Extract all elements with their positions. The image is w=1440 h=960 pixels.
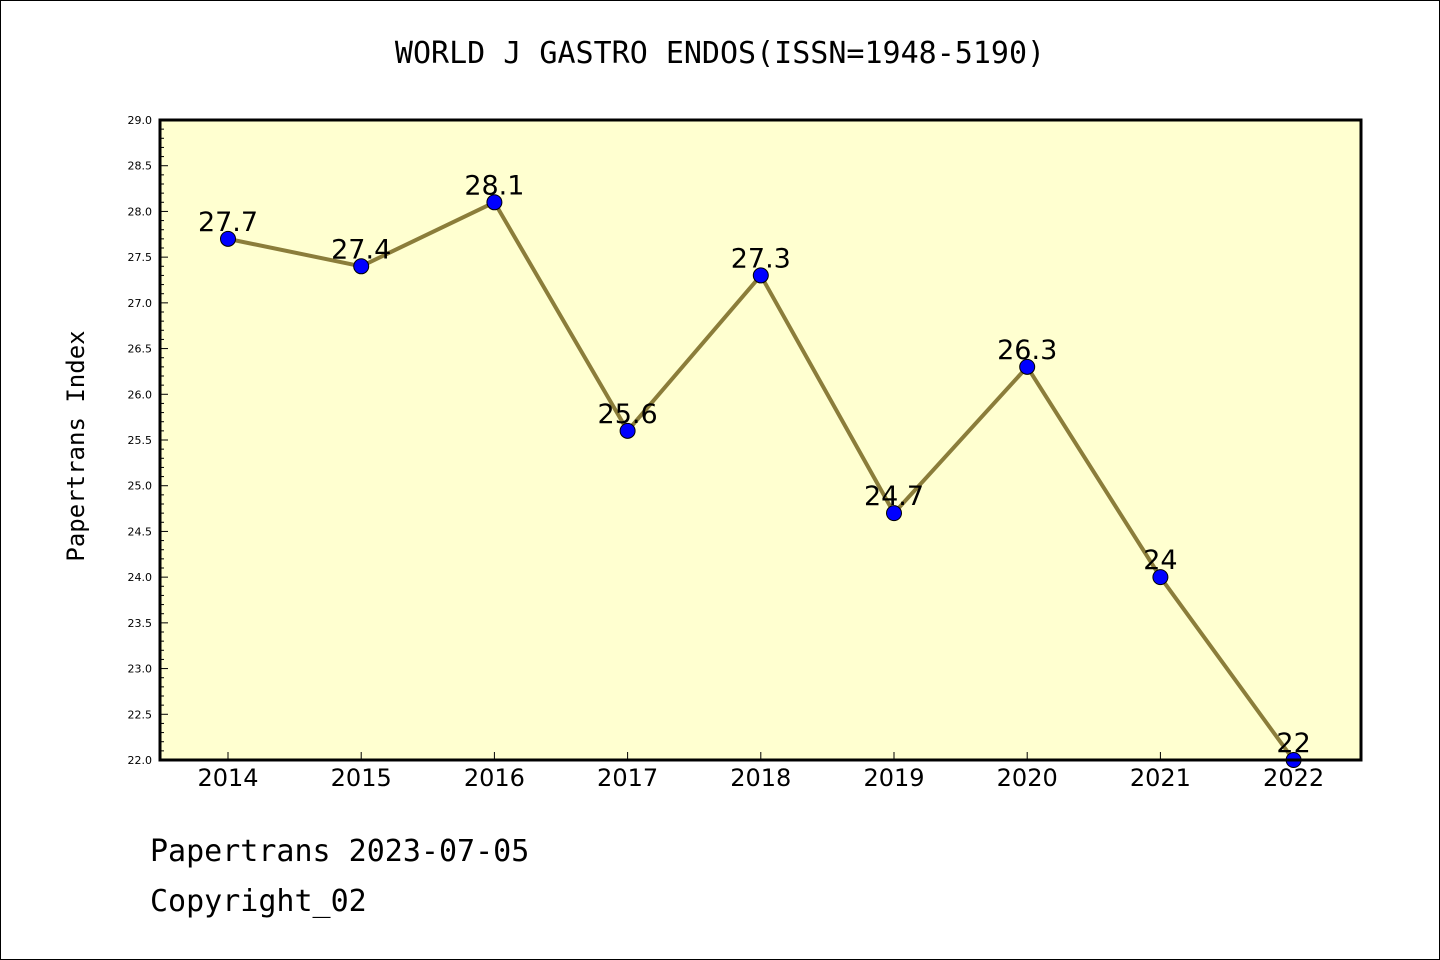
x-tick-label: 2018	[730, 764, 791, 792]
y-tick-label: 25.5	[128, 434, 153, 447]
y-tick-label: 27.5	[128, 251, 153, 264]
data-point	[752, 267, 769, 284]
y-tick-label: 26.0	[128, 388, 153, 401]
chart-title: WORLD J GASTRO ENDOS(ISSN=1948-5190)	[394, 36, 1046, 71]
x-tick-label: 2017	[597, 764, 658, 792]
y-tick-label: 24.0	[128, 571, 153, 584]
y-tick-label: 26.5	[128, 343, 153, 356]
y-tick-label: 28.0	[128, 205, 153, 218]
data-label: 26.3	[997, 335, 1057, 366]
y-tick-label: 22.0	[128, 754, 153, 767]
data-point	[1019, 358, 1036, 375]
data-label: 27.4	[331, 234, 391, 265]
x-tick-label: 2022	[1263, 764, 1324, 792]
series: 27.7 27.4 28.1 25.6 27.3 24.7 26.3 24 22	[198, 170, 1311, 768]
data-label: 27.3	[731, 243, 791, 274]
footer-date: Papertrans 2023-07-05	[150, 834, 530, 869]
data-label: 24	[1143, 545, 1177, 576]
x-tick-label: 2021	[1130, 764, 1191, 792]
data-label: 22	[1276, 728, 1310, 759]
data-point	[619, 422, 636, 439]
data-point	[486, 194, 503, 211]
x-tick-label: 2016	[464, 764, 525, 792]
x-tick-label: 2020	[997, 764, 1058, 792]
data-label: 24.7	[864, 481, 924, 512]
y-tick-label: 23.5	[128, 617, 153, 630]
plot-border	[158, 118, 1363, 762]
plot-area	[160, 120, 1361, 760]
y-tick-label: 25.0	[128, 480, 153, 493]
data-point	[886, 505, 902, 522]
data-label: 25.6	[598, 399, 658, 430]
data-label: 27.7	[198, 207, 258, 238]
y-tick-label: 24.5	[128, 525, 153, 538]
data-point	[1152, 569, 1169, 586]
y-tick-label: 29.0	[128, 114, 153, 127]
x-tick-label: 2019	[863, 764, 924, 792]
y-tick-label: 22.5	[128, 708, 153, 721]
x-tick-label: 2015	[331, 764, 392, 792]
y-tick-label: 27.0	[128, 297, 153, 310]
data-point	[220, 230, 236, 247]
x-axis: 2014 2015 2016 2017 2018 2019 2020 2021 2022	[197, 752, 1324, 792]
data-label: 28.1	[464, 170, 524, 201]
y-tick-label: 28.5	[128, 160, 153, 173]
x-tick-label: 2014	[197, 764, 258, 792]
data-point	[353, 258, 370, 275]
y-tick-label: 23.0	[128, 663, 153, 676]
footer-copyright: Copyright_02	[150, 884, 367, 919]
